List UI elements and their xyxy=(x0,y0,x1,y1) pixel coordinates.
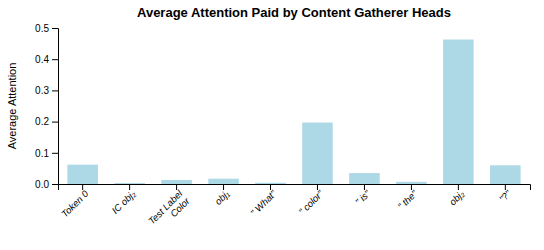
bar xyxy=(255,183,286,184)
tick-mark xyxy=(52,184,58,185)
tick-label: IC obj₂ xyxy=(109,188,137,216)
bar xyxy=(443,40,474,184)
tick-mark xyxy=(52,153,58,154)
tick-label: Token 0 xyxy=(59,187,91,219)
tick: 0.1 xyxy=(35,148,58,159)
tick-label: " color" xyxy=(296,188,325,217)
tick-label: Test LabelColor xyxy=(146,187,193,234)
tick: "?" xyxy=(497,184,514,204)
tick: " color" xyxy=(296,184,325,217)
y-axis: 0.0 0.1 0.2 0.3 0.4 0.5 xyxy=(35,23,58,190)
tick: 0.4 xyxy=(35,54,58,65)
tick: IC obj₂ xyxy=(109,184,137,216)
tick-label: 0.4 xyxy=(35,54,49,65)
tick-label: " is" xyxy=(353,188,373,208)
axis-line xyxy=(52,29,59,185)
bars xyxy=(67,40,520,184)
chart: 0.0 0.1 0.2 0.3 0.4 0.5 Token 0 IC obj₂ Test Lab… xyxy=(0,0,544,250)
bar xyxy=(208,179,239,184)
tick-label: 0.3 xyxy=(35,85,49,96)
tick-mark xyxy=(52,59,58,60)
bar xyxy=(396,182,427,184)
tick: 0.5 xyxy=(35,23,58,34)
tick: 0.0 xyxy=(35,179,58,190)
bar xyxy=(349,173,380,184)
tick-label: 0.0 xyxy=(35,179,49,190)
bar xyxy=(490,165,521,184)
tick-mark xyxy=(52,28,58,29)
tick: obj₂ xyxy=(447,184,467,207)
tick-mark xyxy=(52,122,58,123)
tick-label: obj₁ xyxy=(212,188,231,207)
tick-label: " the" xyxy=(395,188,419,212)
tick-label: 0.2 xyxy=(35,116,49,127)
title: Average Attention Paid by Content Gather… xyxy=(137,5,451,20)
tick: " the" xyxy=(395,184,419,212)
x-axis: Token 0 IC obj₂ Test LabelColor obj₁ " What"… xyxy=(59,184,531,234)
tick-label: 0.5 xyxy=(35,23,49,34)
tick: Token 0 xyxy=(59,184,91,219)
bar xyxy=(67,165,98,184)
bar xyxy=(302,123,333,184)
plot: 0.0 0.1 0.2 0.3 0.4 0.5 Token 0 IC obj₂ Test Lab… xyxy=(35,23,530,234)
axis-title: Average Attention xyxy=(6,63,18,150)
tick: obj₁ xyxy=(212,184,231,207)
bar xyxy=(161,180,192,184)
tick-label: " What" xyxy=(248,188,279,219)
tick-mark xyxy=(52,90,58,91)
tick: 0.2 xyxy=(35,116,58,127)
tick: " What" xyxy=(248,184,279,218)
tick: " is" xyxy=(353,184,373,207)
tick: Test LabelColor xyxy=(146,184,193,234)
bar xyxy=(114,183,145,184)
tick-label: 0.1 xyxy=(35,148,49,159)
tick-label: obj₂ xyxy=(447,188,467,208)
tick-label: "?" xyxy=(497,188,514,205)
tick: 0.3 xyxy=(35,85,58,96)
